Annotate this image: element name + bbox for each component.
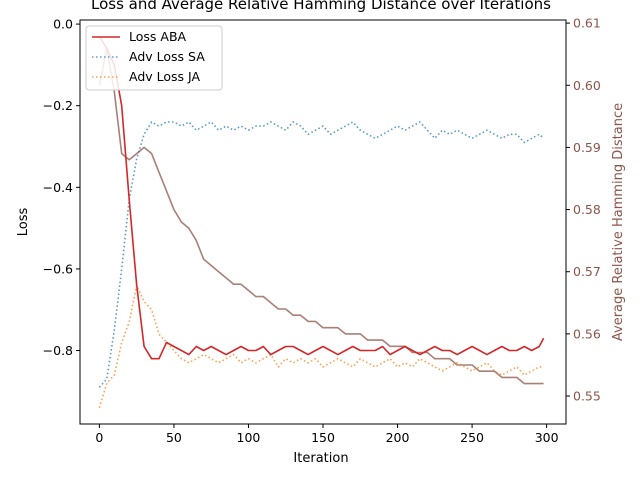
y-tick-label: −0.2 (43, 98, 73, 113)
y-axis-title: Loss (16, 208, 31, 237)
y2-axis-title: Average Relative Hamming Distance (611, 103, 626, 341)
series-line-adv-loss-sa (98, 121, 545, 388)
legend-label-adv-loss-ja: Adv Loss JA (129, 69, 200, 84)
y2-tick-label: 0.59 (573, 140, 601, 155)
y-tick-label: −0.6 (43, 261, 73, 276)
y-axis-left: 0.0 −0.2 −0.4 −0.6 −0.8 (43, 17, 80, 358)
x-axis: 0 50 100 150 200 250 300 (95, 424, 559, 445)
y2-tick-label: 0.58 (573, 202, 601, 217)
y2-tick-label: 0.61 (573, 16, 601, 31)
legend-label-loss-aba: Loss ABA (129, 29, 187, 44)
y2-tick-label: 0.56 (573, 326, 601, 341)
x-tick-label: 250 (460, 430, 484, 445)
x-tick-label: 150 (311, 430, 335, 445)
legend: Loss ABA Adv Loss SA Adv Loss JA (85, 25, 223, 91)
legend-label-adv-loss-sa: Adv Loss SA (129, 49, 205, 64)
x-axis-title: Iteration (293, 451, 348, 466)
series-line-loss-aba (98, 35, 545, 360)
y2-tick-label: 0.55 (573, 389, 601, 404)
series-line-average-relative-hamming-distance (98, 47, 544, 385)
series-line-adv-loss-ja (98, 284, 544, 408)
chart-title: Loss and Average Relative Hamming Distan… (91, 0, 551, 13)
x-tick-label: 300 (535, 430, 559, 445)
x-tick-label: 200 (386, 430, 410, 445)
series-layer (98, 35, 545, 408)
y-axis-right: 0.55 0.56 0.57 0.58 0.59 0.60 0.61 (566, 16, 601, 404)
y2-tick-label: 0.60 (573, 78, 601, 93)
x-tick-label: 0 (95, 430, 103, 445)
x-tick-label: 100 (237, 430, 261, 445)
legend-box (85, 25, 223, 91)
x-tick-label: 50 (166, 430, 182, 445)
y-tick-label: 0.0 (53, 17, 73, 32)
y-tick-label: −0.4 (43, 180, 73, 195)
y-tick-label: −0.8 (43, 343, 73, 358)
y2-tick-label: 0.57 (573, 264, 601, 279)
